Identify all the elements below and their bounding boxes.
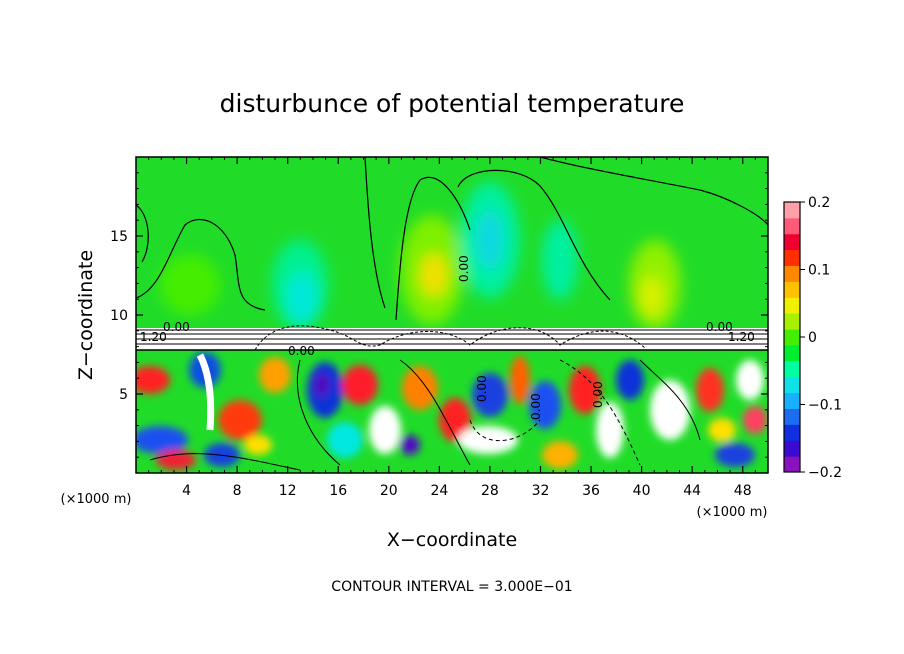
- colorbar-swatch: [784, 408, 800, 425]
- x-tick-label: 20: [380, 483, 398, 499]
- boundary-layer-field: [136, 350, 768, 473]
- contour-interval-note: CONTOUR INTERVAL = 3.000E−01: [331, 579, 572, 595]
- x-tick-label: 36: [582, 483, 600, 499]
- x-axis-label: X−coordinate: [387, 529, 517, 551]
- colorbar-swatch: [784, 313, 800, 330]
- contour-label: 0.00: [529, 393, 543, 420]
- colorbar-swatch: [784, 344, 800, 362]
- colorbar-swatch: [784, 360, 800, 378]
- x-tick-label: 4: [182, 483, 191, 499]
- colorbar-swatch: [784, 202, 800, 219]
- y-tick-label: 10: [110, 308, 128, 324]
- colorbar-tick-label: −0.2: [808, 465, 842, 481]
- contour-label: 1.20: [728, 330, 755, 344]
- colorbar-tick-label: −0.1: [808, 398, 842, 414]
- y-axis: 5 10 15: [110, 172, 768, 458]
- colorbar-tick-label: 0: [808, 330, 817, 346]
- x-tick-label: 16: [329, 483, 347, 499]
- colorbar-swatch: [784, 281, 800, 298]
- x-unit-label: (×1000 m): [697, 505, 768, 520]
- colorbar-swatch: [784, 329, 800, 346]
- y-tick-label: 15: [110, 229, 128, 245]
- contour-label: 0.00: [288, 344, 315, 358]
- x-tick-label: 32: [532, 483, 550, 499]
- y-axis-label: Z−coordinate: [75, 250, 97, 380]
- colorbar-swatch: [784, 456, 800, 473]
- colorbar-swatch: [784, 297, 800, 314]
- x-tick-label: 48: [734, 483, 752, 499]
- contour-labels: 0.00 0.00 0.00 1.20 0.00 1.20 0.00 0.00 …: [140, 255, 755, 420]
- colorbar-swatch: [784, 265, 800, 282]
- inversion-layer: [136, 325, 768, 351]
- colorbar-swatch: [784, 424, 800, 441]
- colorbar-swatch: [784, 376, 800, 394]
- x-tick-label: 8: [233, 483, 242, 499]
- colorbar-swatch: [784, 249, 800, 267]
- x-tick-label: 40: [633, 483, 651, 499]
- x-tick-label: 24: [430, 483, 448, 499]
- contour-label: 0.00: [475, 375, 489, 402]
- contour-label: 1.20: [140, 330, 167, 344]
- contour-label: 0.00: [706, 320, 733, 334]
- chart-title: disturbunce of potential temperature: [220, 89, 685, 118]
- colorbar-tick-label: 0.2: [808, 195, 830, 211]
- colorbar-swatch: [784, 217, 800, 235]
- colorbar-swatch: [784, 440, 800, 457]
- contour-label: 0.00: [163, 320, 190, 334]
- contour-label: 0.00: [591, 381, 605, 408]
- x-tick-label: 12: [279, 483, 297, 499]
- colorbar-ticks: 0.2 0.1 0 −0.1 −0.2: [800, 195, 842, 481]
- colorbar-tick-label: 0.1: [808, 263, 830, 279]
- x-axis: 4 8 12 16 20 24 28 32 36 40 44 48: [148, 157, 756, 499]
- colorbar: [783, 201, 801, 473]
- colorbar-swatch: [784, 392, 800, 409]
- colorbar-swatch: [784, 233, 800, 251]
- upper-contours: [136, 157, 768, 321]
- plot-area: 0.00 0.00 0.00 1.20 0.00 1.20 0.00 0.00 …: [136, 157, 768, 473]
- upper-layer-anomalies: [160, 182, 681, 330]
- y-unit-label: (×1000 m): [61, 492, 132, 507]
- y-tick-label: 5: [119, 387, 128, 403]
- x-tick-label: 44: [683, 483, 701, 499]
- x-tick-label: 28: [481, 483, 499, 499]
- contour-label: 0.00: [457, 255, 471, 282]
